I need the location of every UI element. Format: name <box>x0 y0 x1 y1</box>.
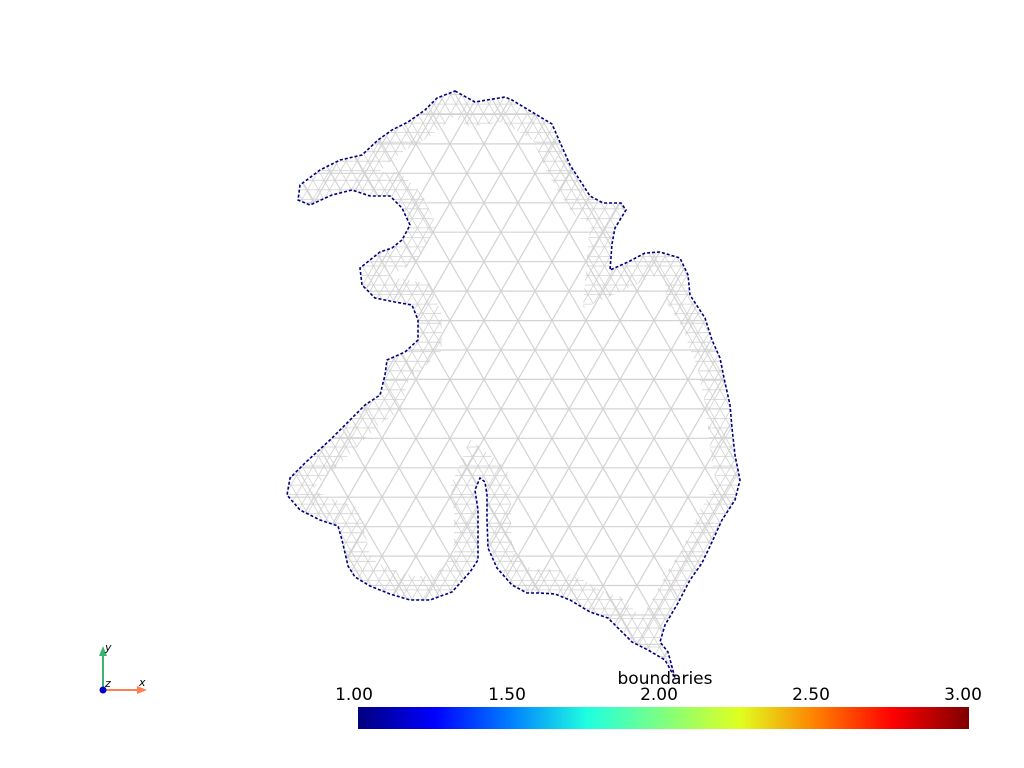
z-axis-dot <box>99 686 107 694</box>
z-axis-label: z <box>105 677 111 690</box>
scalar-bar-gradient <box>358 707 969 729</box>
y-axis-arrow <box>99 646 107 656</box>
mesh-boundary-outline <box>286 90 741 679</box>
scalar-bar-title: boundaries <box>617 669 713 689</box>
orientation-axes-widget <box>99 646 147 694</box>
scalar-bar-label-2: 2.00 <box>640 685 678 705</box>
x-axis-label: x <box>139 676 146 689</box>
y-axis-label: y <box>105 641 112 654</box>
scalar-bar-label-3: 2.50 <box>792 685 830 705</box>
x-axis-arrow <box>137 686 147 694</box>
scalar-bar-label-max: 3.00 <box>944 685 982 705</box>
scalar-bar-label-1: 1.50 <box>488 685 526 705</box>
scalar-bar-label-min: 1.00 <box>335 685 373 705</box>
mesh-edges-refined <box>287 91 740 678</box>
